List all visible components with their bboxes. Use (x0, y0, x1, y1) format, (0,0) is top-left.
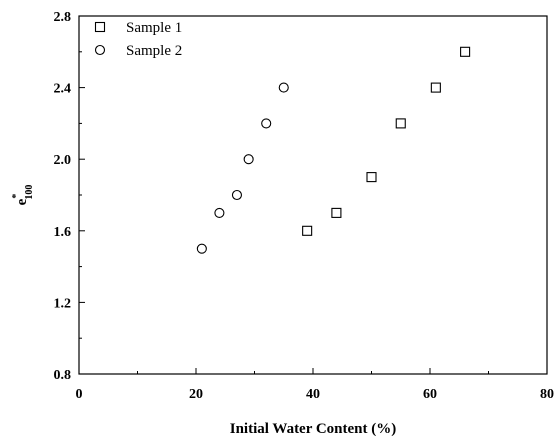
plot-frame (78, 15, 548, 375)
series-1 (302, 46, 471, 236)
x-tick-label: 80 (540, 387, 554, 402)
x-tick-label: 0 (76, 387, 83, 402)
circle-point (261, 118, 272, 129)
y-tick-label: 2.4 (54, 82, 72, 97)
circle-point (214, 207, 225, 218)
legend-label: Sample 1 (126, 20, 182, 36)
y-axis-title-main: e (14, 198, 30, 205)
data-points (196, 46, 471, 254)
legend-label: Sample 2 (126, 43, 182, 59)
circle-point (231, 189, 242, 201)
y-tick-label: 2.8 (54, 10, 72, 25)
legend-circle-marker (94, 44, 106, 56)
circle-point (278, 82, 289, 93)
axes (78, 15, 548, 375)
circle-point (243, 154, 254, 165)
y-tick-label: 1.2 (54, 296, 72, 311)
square-point (331, 207, 342, 218)
y-tick-label: 1.6 (54, 225, 72, 240)
square-point (302, 225, 313, 236)
x-tick-label: 20 (189, 387, 203, 402)
legend: Sample 1 Sample 2 (94, 20, 182, 59)
square-point (430, 82, 441, 93)
x-tick-label: 40 (306, 387, 320, 402)
x-tick-label: 60 (423, 387, 437, 402)
y-axis-title-subscript: 100 (24, 185, 35, 200)
legend-square-marker (94, 21, 106, 33)
y-axis-title: e* 100 (11, 185, 35, 206)
legend-item: Sample 1 (94, 20, 182, 36)
ticks: 0 20 40 60 80 0.8 1.2 1.6 2.0 2.4 2.8 (54, 10, 555, 402)
x-axis-title: Initial Water Content (%) (230, 421, 397, 437)
y-tick-label: 2.0 (54, 153, 72, 168)
series-2 (196, 82, 289, 254)
circle-point (196, 243, 207, 254)
square-point (460, 46, 471, 57)
legend-item: Sample 2 (94, 43, 182, 59)
y-tick-label: 0.8 (54, 368, 72, 383)
square-point (366, 172, 377, 183)
y-axis-title-superscript: * (11, 194, 22, 199)
square-point (395, 118, 406, 129)
